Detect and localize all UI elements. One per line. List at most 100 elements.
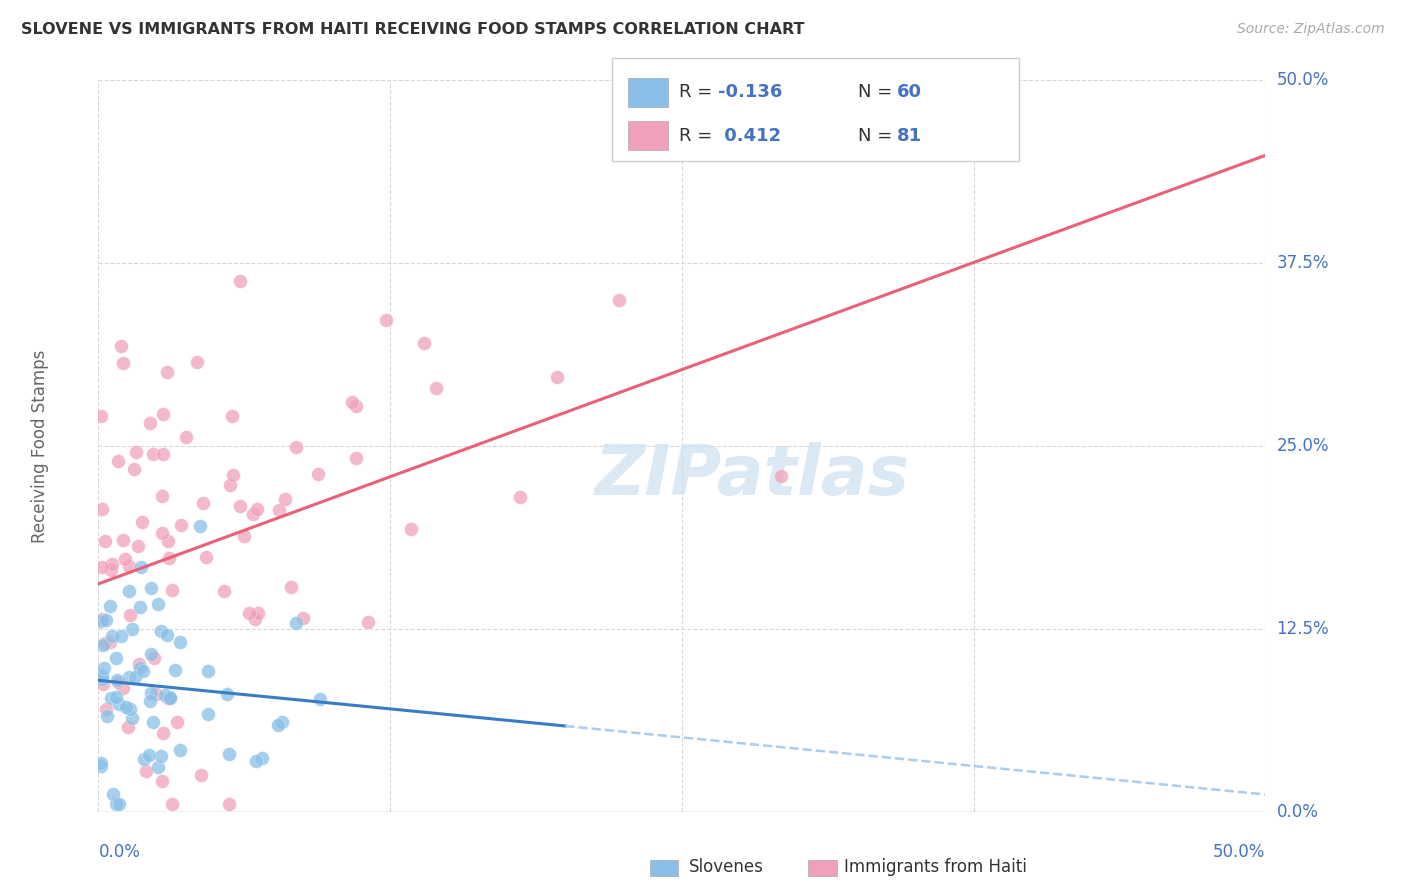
Point (233, 529, 256, 543)
Point (163, 663, 186, 677)
Point (131, 515, 153, 529)
Point (186, 355, 208, 369)
Point (139, 694, 162, 708)
Point (142, 715, 165, 730)
Point (112, 356, 135, 370)
Point (122, 462, 145, 476)
Point (110, 629, 132, 643)
Point (357, 615, 380, 630)
Point (121, 622, 143, 636)
Point (145, 687, 167, 701)
Point (93, 677, 115, 691)
Text: N =: N = (858, 127, 897, 145)
Text: 12.5%: 12.5% (1277, 620, 1329, 638)
Point (100, 599, 122, 614)
Text: Immigrants from Haiti: Immigrants from Haiti (844, 858, 1026, 876)
Point (91, 560, 114, 574)
Point (344, 450, 367, 465)
Point (193, 496, 215, 510)
Point (267, 718, 290, 732)
Point (135, 764, 157, 779)
Point (162, 582, 184, 597)
Point (94, 613, 117, 627)
Point (110, 339, 132, 353)
Text: SLOVENE VS IMMIGRANTS FROM HAITI RECEIVING FOOD STAMPS CORRELATION CHART: SLOVENE VS IMMIGRANTS FROM HAITI RECEIVI… (21, 22, 804, 37)
Text: N =: N = (858, 83, 897, 101)
Point (309, 692, 332, 706)
Point (197, 706, 219, 721)
Text: Source: ZipAtlas.com: Source: ZipAtlas.com (1237, 22, 1385, 37)
Point (90, 501, 112, 516)
Point (101, 629, 124, 643)
Point (222, 467, 245, 482)
Point (112, 681, 135, 695)
Point (139, 581, 162, 595)
Point (169, 635, 191, 649)
Point (105, 650, 128, 665)
Point (155, 688, 177, 702)
Point (399, 523, 422, 537)
Point (118, 583, 141, 598)
Point (128, 599, 150, 614)
Text: 37.5%: 37.5% (1277, 254, 1329, 272)
Point (413, 335, 436, 350)
Point (160, 797, 183, 812)
Point (218, 797, 240, 812)
Point (91, 638, 114, 652)
Text: 81: 81 (897, 127, 922, 145)
Point (132, 751, 155, 765)
Point (425, 381, 447, 395)
Point (93, 636, 115, 650)
Point (607, 293, 630, 308)
Text: 0.0%: 0.0% (1277, 803, 1319, 821)
Point (212, 584, 235, 599)
Point (93, 661, 115, 675)
Point (124, 670, 146, 684)
Text: 0.0%: 0.0% (98, 843, 141, 861)
Point (128, 661, 150, 675)
Point (770, 469, 793, 483)
Point (146, 597, 169, 611)
Point (93, 533, 115, 548)
Point (91, 669, 114, 683)
Point (166, 714, 188, 729)
Point (107, 697, 129, 711)
Point (90, 615, 112, 629)
Point (90, 758, 112, 772)
Point (150, 624, 173, 639)
Point (221, 409, 243, 423)
Point (238, 606, 260, 620)
Point (148, 759, 170, 773)
Point (152, 447, 174, 461)
Point (169, 743, 191, 757)
Point (104, 690, 127, 705)
Point (245, 754, 267, 768)
Point (118, 702, 141, 716)
Point (159, 690, 181, 704)
Point (117, 721, 139, 735)
Point (157, 551, 180, 566)
Point (291, 610, 314, 624)
Point (90, 756, 112, 771)
Point (118, 670, 141, 684)
Point (269, 503, 291, 517)
Point (150, 774, 173, 789)
Point (342, 395, 364, 409)
Point (139, 686, 162, 700)
Text: 50.0%: 50.0% (1213, 843, 1265, 861)
Point (90, 612, 112, 626)
Text: 60: 60 (897, 83, 922, 101)
Point (344, 399, 367, 413)
Point (509, 490, 531, 504)
Point (374, 313, 396, 327)
Point (150, 525, 173, 540)
Text: R =: R = (679, 127, 718, 145)
Text: 0.412: 0.412 (718, 127, 782, 145)
Point (156, 628, 179, 642)
Point (229, 499, 252, 513)
Point (141, 647, 163, 661)
Point (285, 440, 308, 454)
Point (131, 560, 153, 574)
Point (125, 445, 148, 459)
Point (121, 710, 143, 724)
